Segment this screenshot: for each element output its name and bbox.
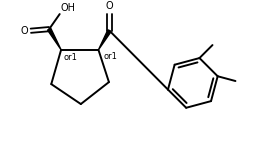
- Text: OH: OH: [61, 3, 76, 13]
- Polygon shape: [47, 28, 61, 50]
- Text: O: O: [20, 26, 28, 36]
- Text: or1: or1: [64, 53, 78, 62]
- Text: O: O: [106, 1, 113, 11]
- Text: or1: or1: [103, 52, 117, 61]
- Polygon shape: [98, 30, 111, 50]
